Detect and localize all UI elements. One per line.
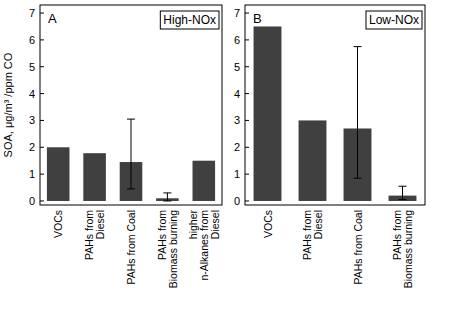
panel-title: High-NOx (163, 13, 216, 27)
y-tick (245, 66, 249, 67)
y-tick (40, 13, 44, 14)
x-tick-label: VOCs (262, 210, 274, 238)
label-line: Diesel (94, 210, 106, 239)
error-bar (402, 186, 403, 199)
y-tick-label: 0 (234, 195, 240, 207)
y-tick (245, 147, 249, 148)
x-tick-label: PAHs fromBiomass burning (391, 210, 414, 288)
x-tick-label: highern-Alkanes fromDiesel (187, 210, 221, 281)
panel-title: Low-NOx (369, 13, 419, 27)
label-line: PAHs from Coal (352, 210, 364, 285)
label-line: VOCs (52, 210, 64, 238)
y-tick-label: 1 (234, 168, 240, 180)
y-tick (40, 200, 44, 201)
bar (254, 26, 282, 200)
y-tick-label: 4 (29, 88, 35, 100)
y-axis-label: SOA, μg/m³ /ppm CO (2, 52, 14, 157)
label-line: Biomass burning (402, 210, 414, 288)
y-tick (245, 200, 249, 201)
error-cap (127, 188, 135, 189)
error-cap (354, 178, 362, 179)
error-cap (354, 46, 362, 47)
y-tick (40, 93, 44, 94)
y-tick-label: 0 (29, 195, 35, 207)
label-line: Diesel (209, 210, 221, 239)
y-tick (245, 39, 249, 40)
error-bar (167, 193, 168, 201)
title-box (366, 11, 422, 29)
y-tick (40, 174, 44, 175)
x-tick-label: PAHs from Coal (125, 210, 137, 285)
y-tick-label: 4 (234, 88, 240, 100)
error-bar (357, 47, 358, 179)
y-tick-label: 6 (29, 34, 35, 46)
y-tick (245, 13, 249, 14)
bar (299, 120, 327, 201)
y-tick-label: 2 (29, 141, 35, 153)
plot-frame (40, 5, 222, 205)
x-tick-label: PAHs from Coal (352, 210, 364, 285)
x-tick-label: PAHs fromBiomass burning (156, 210, 179, 288)
y-tick (40, 120, 44, 121)
y-tick-label: 7 (234, 7, 240, 19)
y-tick (40, 39, 44, 40)
y-tick (245, 93, 249, 94)
error-cap (399, 199, 407, 200)
x-tick-label: PAHs fromDiesel (83, 210, 106, 260)
title-box (160, 11, 219, 29)
y-tick-label: 2 (234, 141, 240, 153)
y-tick-label: 3 (29, 114, 35, 126)
bars (254, 26, 417, 200)
chart-root: 0 1 2 3 4 5 6 7 VOCs PAHs fromDiesel PAHs from Coa… (0, 0, 451, 320)
y-tick-label: 6 (234, 34, 240, 46)
panel-label: B (253, 11, 262, 26)
error-cap (163, 192, 171, 193)
y-tick-label: 3 (234, 114, 240, 126)
plot-frame (245, 5, 425, 205)
label-line: VOCs (262, 210, 274, 238)
bar (83, 153, 106, 201)
error-cap (399, 186, 407, 187)
y-tick (245, 120, 249, 121)
error-cap (127, 119, 135, 120)
panel-label: A (48, 11, 57, 26)
label-line: Diesel (312, 210, 324, 239)
bars (47, 119, 215, 201)
y-tick (40, 147, 44, 148)
x-tick-label: VOCs (52, 210, 64, 238)
y-tick-label: 7 (29, 7, 35, 19)
label-line: PAHs from Coal (125, 210, 137, 285)
y-tick-label: 1 (29, 168, 35, 180)
y-tick-label: 5 (29, 61, 35, 73)
y-tick (40, 66, 44, 67)
bar (47, 147, 70, 201)
y-tick-label: 5 (234, 61, 240, 73)
error-cap (163, 200, 171, 201)
x-tick-label: PAHs fromDiesel (301, 210, 324, 260)
y-tick (245, 174, 249, 175)
error-bar (131, 119, 132, 189)
bar (193, 161, 216, 201)
label-line: Biomass burning (167, 210, 179, 288)
